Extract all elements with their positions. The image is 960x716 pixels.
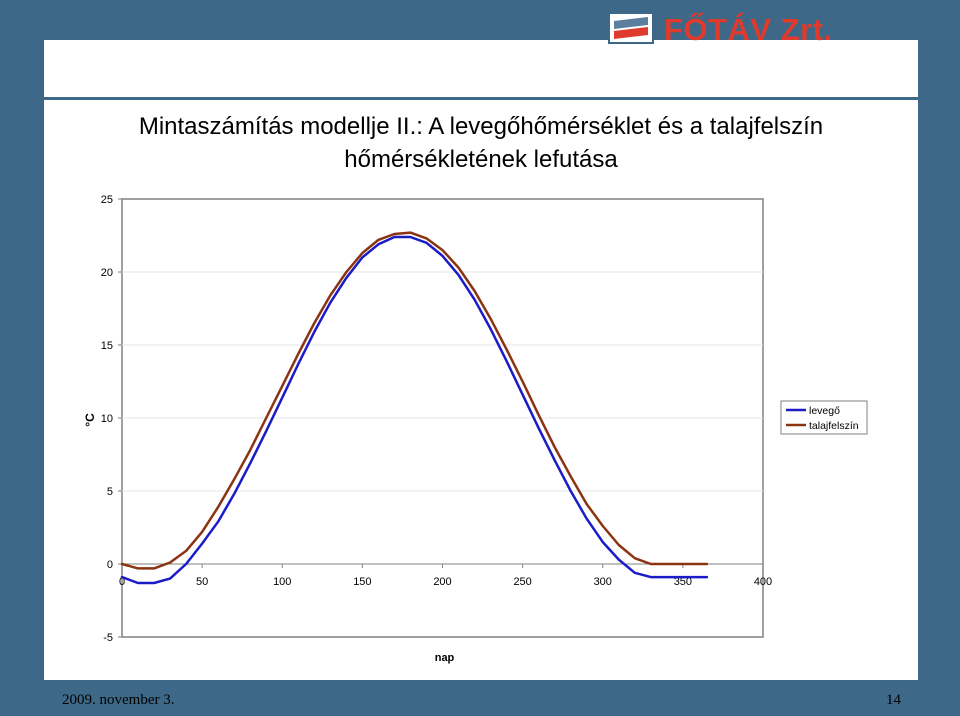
x-tick-label: 250	[513, 576, 531, 588]
x-axis-label: nap	[435, 652, 455, 664]
x-tick-label: 100	[273, 576, 291, 588]
title-line-1: Mintaszámítás modellje II.: A levegőhőmé…	[138, 113, 824, 140]
y-tick-label: 25	[101, 194, 113, 206]
x-tick-label: 200	[433, 576, 451, 588]
y-axis-label: °C	[83, 413, 97, 427]
legend-label-talajfelszin: talajfelszín	[809, 420, 859, 432]
footer-date: 2009. november 3.	[62, 692, 175, 708]
x-tick-label: 150	[353, 576, 371, 588]
y-tick-label: 20	[101, 267, 113, 279]
x-tick-label: 0	[119, 576, 125, 588]
y-tick-label: 10	[101, 413, 113, 425]
header-divider	[44, 97, 918, 100]
series-line-levego	[120, 235, 709, 585]
legend: levegő talajfelszín	[780, 400, 868, 435]
y-tick-label: 5	[107, 486, 113, 498]
x-tick-label: 400	[754, 576, 772, 588]
x-tick-label: 50	[196, 576, 208, 588]
x-tick-label: 350	[674, 576, 692, 588]
page-title: Mintaszámítás modellje II.: A levegőhőmé…	[44, 110, 918, 176]
y-tick-label: 0	[107, 559, 113, 571]
series-line-talajfelszin	[120, 231, 709, 570]
y-tick-label: 15	[101, 340, 113, 352]
logo-text: FŐTÁV Zrt.	[664, 12, 833, 47]
title-line-2: hőmérsékletének lefutása	[344, 146, 618, 173]
x-tick-label: 300	[594, 576, 612, 588]
legend-box	[780, 400, 868, 435]
legend-label-levego: levegő	[809, 405, 840, 417]
fotav-logo-icon	[608, 12, 654, 44]
y-tick-label: -5	[103, 632, 113, 644]
page-number: 14	[886, 692, 901, 708]
